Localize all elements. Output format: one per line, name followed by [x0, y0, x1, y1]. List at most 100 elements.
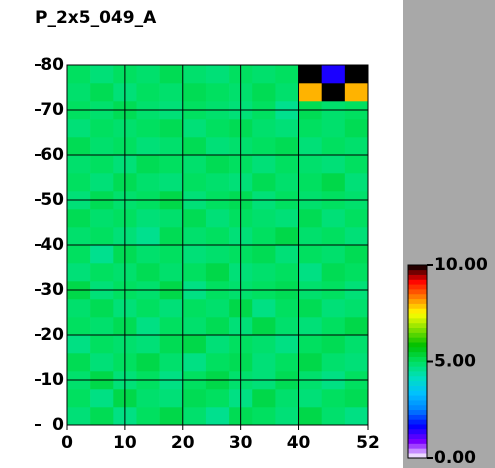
y-tick-label: 10 — [40, 370, 64, 390]
heatmap-cell — [67, 65, 91, 84]
heatmap-cell — [252, 407, 276, 426]
heatmap-cell — [136, 83, 160, 102]
heatmap-cell — [159, 317, 184, 336]
colorbar-segment — [408, 347, 427, 353]
heatmap-cell — [205, 335, 230, 354]
heatmap-cell — [298, 137, 322, 156]
colorbar-segment — [408, 433, 427, 439]
heatmap-cell — [159, 65, 184, 84]
heatmap-cell — [252, 83, 276, 102]
heatmap-cell — [344, 173, 369, 192]
heatmap-cell — [321, 155, 346, 174]
heatmap-cell — [344, 65, 369, 84]
colorbar-segment — [408, 419, 427, 425]
colorbar-segment — [408, 279, 427, 285]
heatmap-cell — [205, 407, 230, 426]
heatmap-cell — [90, 317, 114, 336]
heatmap-cell — [90, 137, 114, 156]
heatmap-cell — [90, 209, 114, 228]
heatmap-cell — [67, 317, 91, 336]
heatmap-cell — [205, 353, 230, 372]
colorbar-segment — [408, 322, 427, 329]
colorbar-segment — [408, 308, 427, 314]
heatmap-cell — [321, 299, 346, 318]
heatmap-cell — [321, 83, 346, 102]
heatmap-cell — [321, 317, 346, 336]
x-tick-label: 20 — [171, 433, 195, 453]
heatmap-cell — [90, 407, 114, 426]
heatmap-cell — [321, 65, 346, 84]
heatmap-cell — [182, 119, 207, 138]
heatmap-cell — [252, 353, 276, 372]
heatmap-cell — [136, 299, 160, 318]
heatmap-cell — [182, 407, 207, 426]
heatmap-cell — [252, 173, 276, 192]
heatmap-cell — [182, 335, 207, 354]
chart-title: P_2x5_049_A — [35, 8, 157, 28]
colorbar-segment — [408, 356, 427, 362]
heatmap-cell — [67, 389, 91, 408]
heatmap-cell — [182, 83, 207, 102]
heatmap-cell — [182, 389, 207, 408]
heatmap-cell — [205, 83, 230, 102]
heatmap-cell — [344, 209, 369, 228]
colorbar-segment — [408, 409, 427, 415]
heatmap-cell — [205, 263, 230, 282]
heatmap-cell — [344, 137, 369, 156]
heatmap-cell — [67, 227, 91, 246]
heatmap-cell — [205, 155, 230, 174]
heatmap-cell — [205, 317, 230, 336]
heatmap-cell — [136, 119, 160, 138]
heatmap-cell — [275, 389, 299, 408]
heatmap-cell — [136, 389, 160, 408]
colorbar-segment — [408, 342, 427, 348]
colorbar-segment — [408, 438, 427, 444]
x-tick-label: 52 — [356, 433, 380, 453]
heatmap-cell — [275, 317, 299, 336]
heatmap-cell — [182, 353, 207, 372]
heatmap-cell — [321, 119, 346, 138]
heatmap-cell — [136, 227, 160, 246]
heatmap-cell — [205, 173, 230, 192]
heatmap-cell — [67, 299, 91, 318]
heatmap-cell — [182, 155, 207, 174]
heatmap-cell — [182, 173, 207, 192]
heatmap-cell — [298, 65, 322, 84]
heatmap-cell — [298, 83, 322, 102]
y-tick-label: 50 — [40, 190, 64, 210]
heatmap-cell — [205, 245, 230, 264]
heatmap-cell — [182, 299, 207, 318]
colorbar-segment — [408, 289, 427, 295]
heatmap-cell — [275, 173, 299, 192]
heatmap-cell — [344, 299, 369, 318]
colorbar-segment — [408, 274, 427, 280]
colorbar-segment — [408, 375, 427, 382]
heatmap-cell — [321, 335, 346, 354]
y-tick-label: 20 — [40, 325, 64, 345]
heatmap-cell — [298, 389, 322, 408]
heatmap-cell — [90, 227, 114, 246]
heatmap-cell — [67, 209, 91, 228]
colorbar-segment — [408, 429, 427, 435]
heatmap-cell — [275, 155, 299, 174]
heatmap-cell — [205, 227, 230, 246]
heatmap-cell — [298, 299, 322, 318]
heatmap-cell — [275, 299, 299, 318]
heatmap-cell — [136, 155, 160, 174]
heatmap-cell — [344, 335, 369, 354]
heatmap-cell — [67, 335, 91, 354]
heatmap-cell — [344, 245, 369, 264]
y-tick-label: 60 — [40, 145, 64, 165]
heatmap-cell — [321, 173, 346, 192]
colorbar-segment — [408, 361, 427, 367]
heatmap-cell — [90, 263, 114, 282]
heatmap-cell — [159, 353, 184, 372]
heatmap-cell — [159, 245, 184, 264]
heatmap-cell — [90, 353, 114, 372]
y-tick-label: 0 — [52, 415, 64, 435]
heatmap-cell — [67, 263, 91, 282]
y-tick-label: 40 — [40, 235, 64, 255]
heatmap-cell — [298, 245, 322, 264]
heatmap-cell — [298, 407, 322, 426]
